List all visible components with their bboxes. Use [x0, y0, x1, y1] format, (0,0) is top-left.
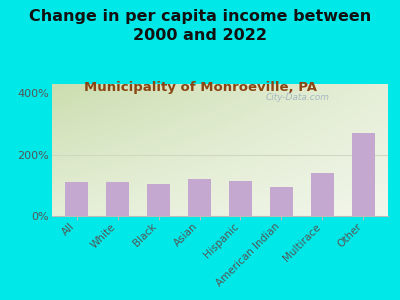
Bar — [188, 179, 211, 216]
Text: City-Data.com: City-Data.com — [265, 93, 329, 102]
Bar — [147, 184, 170, 216]
Bar — [65, 182, 88, 216]
Bar — [311, 173, 334, 216]
Bar — [106, 182, 129, 216]
Bar — [270, 188, 293, 216]
Text: Change in per capita income between
2000 and 2022: Change in per capita income between 2000… — [29, 9, 371, 43]
Text: Municipality of Monroeville, PA: Municipality of Monroeville, PA — [84, 81, 316, 94]
Bar — [229, 181, 252, 216]
Bar — [352, 133, 375, 216]
